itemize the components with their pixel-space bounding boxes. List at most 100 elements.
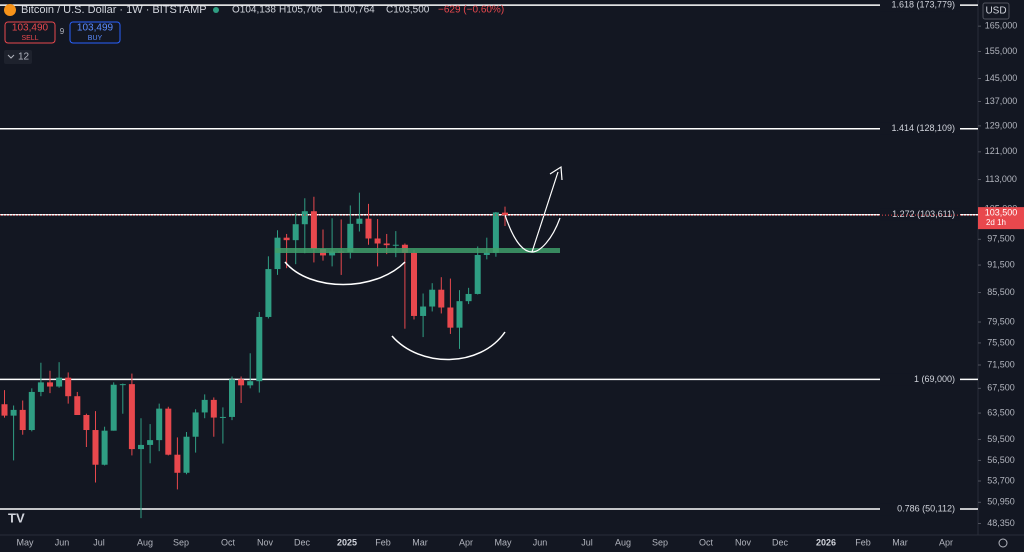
settings-icon[interactable] [998,538,1008,548]
y-tick-label: 165,000 [985,21,1018,31]
price-tag: 103,500 [985,208,1018,218]
y-tick-label: 137,000 [985,96,1018,106]
y-tick-label: 91,500 [987,259,1015,269]
x-tick-label: Apr [459,537,473,547]
candle-body [447,307,454,328]
candle-body [56,377,63,387]
y-tick-label: 79,500 [987,316,1015,326]
candle-body [483,252,490,255]
y-tick-label: 145,000 [985,73,1018,83]
candle-body [28,391,35,431]
candle-body [147,440,154,445]
level-label: 1.618 (173,779) [891,0,955,10]
candle-body [265,269,272,317]
level-label: 1.272 (103,611) [892,209,955,219]
candle-body [365,218,372,239]
x-tick-label: Jun [55,537,70,547]
x-tick-label: Nov [735,537,752,547]
x-tick-label: May [16,537,34,547]
sell-price: 103,490 [12,23,49,34]
candle-body [201,399,208,413]
y-tick-label: 85,500 [987,287,1015,297]
tv-logo: TV [8,510,25,525]
level-label: 0.786 (50,112) [897,503,955,513]
left-shoulder-arc [284,261,406,286]
candle-body [192,412,199,437]
level-label-bg [880,0,960,12]
candle-body [165,408,172,455]
x-tick-label: Mar [412,537,428,547]
candle-body [19,409,26,431]
y-tick-label: 97,500 [987,234,1015,244]
x-tick-label: Jul [93,537,105,547]
sell-label: SELL [21,35,38,42]
candle-body [247,381,254,386]
x-tick-label: Feb [375,537,391,547]
indicators-toggle[interactable] [4,50,32,64]
chevron [7,54,15,59]
candle-body [37,382,44,392]
candle-body [1,404,8,416]
candle-body [183,436,190,473]
candle-body [310,211,317,249]
level-label-bg [880,122,960,135]
x-tick-label: Apr [939,537,953,547]
y-tick-label: 63,500 [987,407,1015,417]
candle-body [374,238,381,244]
candle-body [210,399,217,418]
candle-body [356,218,363,224]
candle-body [138,444,144,450]
candle-body [347,223,354,252]
x-tick-label: Jun [533,537,548,547]
head-arc [391,331,506,361]
btc-icon [4,4,16,16]
y-tick-label: 50,950 [987,497,1015,507]
candle-body [10,409,17,416]
candle-body [301,211,308,225]
currency-button[interactable] [982,2,1010,20]
y-tick-label: 113,000 [985,174,1017,184]
level-label: 1 (69,000) [914,374,955,384]
candle-body [474,254,481,294]
currency: USD [985,6,1006,17]
candle-body [83,414,90,431]
buy-button[interactable] [69,21,121,44]
indicators-count: 12 [18,52,30,63]
buy-price: 103,499 [77,23,114,34]
candle-body [274,237,281,270]
x-tick-label: Aug [615,537,631,547]
x-tick-label: Feb [855,537,871,547]
x-tick-label: Dec [294,537,311,547]
level-label-bg [880,373,960,386]
projection-arrow [531,165,563,253]
ohlc-value: O104,138 [232,5,276,16]
buy-label: BUY [88,35,103,42]
candle-body [119,384,126,386]
level-label: 1.414 (128,109) [891,123,955,133]
ohlc-value: H105,706 [279,5,323,16]
sell-button[interactable] [4,21,56,44]
market-status [213,7,219,13]
candle-body [92,430,99,465]
candle-body [392,244,399,246]
candle-body [383,243,390,246]
x-tick-label: 2026 [816,537,836,547]
level-label-bg [880,208,960,221]
candle-body [101,430,108,465]
candle-body [292,224,299,241]
candle-body [420,306,427,316]
candle-body [492,212,499,253]
y-tick-label: 155,000 [985,46,1018,56]
x-tick-label: Jul [581,537,593,547]
symbol-title: Bitcoin / U.S. Dollar · 1W · BITSTAMP [21,4,207,16]
ohlc-value: L100,764 [333,5,375,16]
y-tick-label: 56,500 [987,455,1015,465]
candle-body [411,252,417,316]
y-tick-label: 71,500 [987,359,1015,369]
spread: 9 [60,27,65,36]
candle-body [110,384,117,431]
x-tick-label: Aug [137,537,153,547]
x-tick-label: Sep [652,537,668,547]
candle-body [156,408,163,441]
